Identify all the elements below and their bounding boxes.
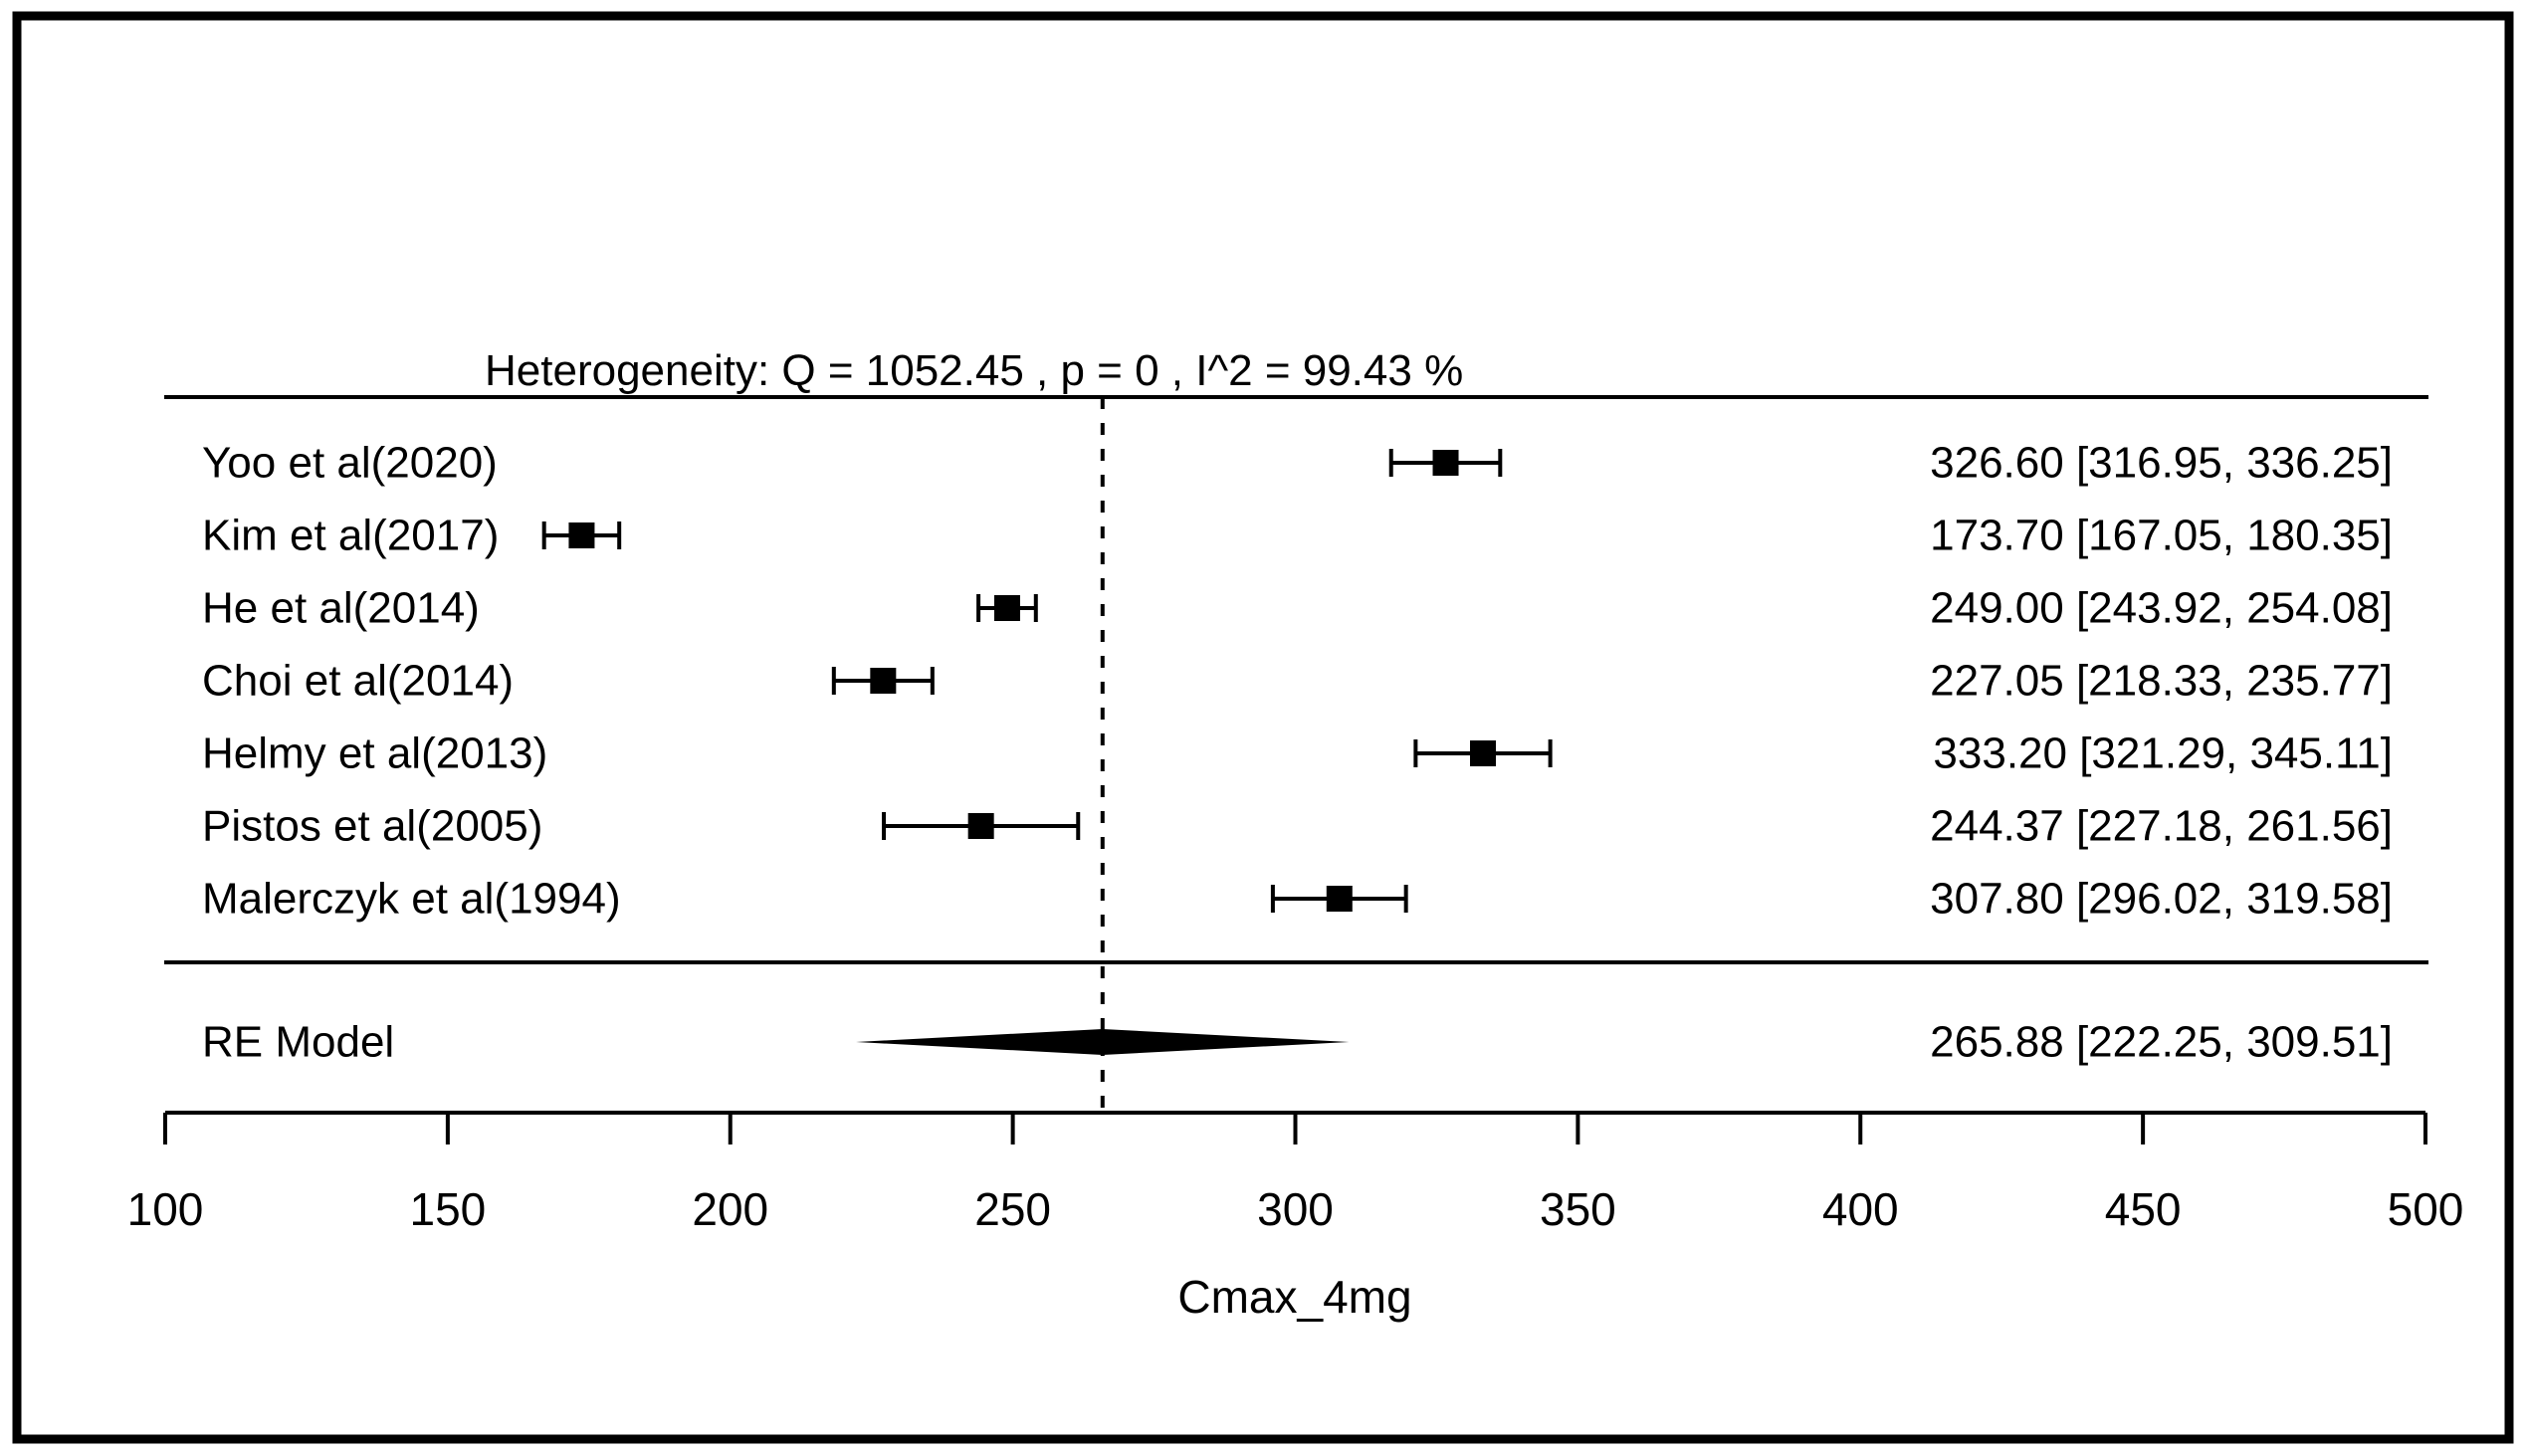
point-estimate-marker: [1469, 740, 1496, 766]
point-estimate-marker: [1326, 886, 1353, 912]
estimate-ci-annotation: 307.80 [296.02, 319.58]: [1930, 875, 2393, 924]
estimate-ci-annotation: 227.05 [218.33, 235.77]: [1930, 657, 2393, 706]
summary-label: RE Model: [202, 1018, 394, 1067]
study-row: Yoo et al(2020) 326.60 [316.95, 336.25]: [202, 439, 2393, 488]
heterogeneity-text: Heterogeneity: Q = 1052.45 , p = 0 , I^2…: [485, 346, 1463, 395]
x-axis-tick-label: 350: [1540, 1183, 1616, 1235]
study-label: Helmy et al(2013): [202, 729, 547, 778]
study-label: He et al(2014): [202, 584, 480, 633]
x-axis-tick-label: 500: [2388, 1183, 2464, 1235]
point-estimate-marker: [568, 522, 595, 548]
estimate-ci-annotation: 326.60 [316.95, 336.25]: [1930, 439, 2393, 488]
summary-row-group: RE Model 265.88 [222.25, 309.51]: [202, 1018, 2393, 1067]
study-row: Pistos et al(2005) 244.37 [227.18, 261.56…: [202, 802, 2393, 851]
figure-border: [12, 11, 2514, 1444]
summary-ci-annotation: 265.88 [222.25, 309.51]: [1930, 1018, 2393, 1067]
x-axis-tick-label: 250: [974, 1183, 1051, 1235]
x-axis-group: 100 150 200 250 300 350 400 450 500: [127, 1111, 2464, 1235]
summary-diamond: [856, 1029, 1350, 1055]
x-axis-tick-label: 150: [410, 1183, 487, 1235]
study-row: He et al(2014) 249.00 [243.92, 254.08]: [202, 584, 2393, 633]
study-label: Kim et al(2017): [202, 512, 499, 560]
x-axis-tick-label: 300: [1257, 1183, 1334, 1235]
study-rows-group: Yoo et al(2020) 326.60 [316.95, 336.25] Ki…: [202, 439, 2393, 924]
study-row: Choi et al(2014) 227.05 [218.33, 235.77]: [202, 657, 2393, 706]
study-label: Choi et al(2014): [202, 657, 514, 706]
study-label: Pistos et al(2005): [202, 802, 542, 851]
estimate-ci-annotation: 333.20 [321.29, 345.11]: [1933, 729, 2393, 778]
x-axis-tick-label: 400: [1822, 1183, 1899, 1235]
point-estimate-marker: [1432, 450, 1459, 476]
study-row: Helmy et al(2013) 333.20 [321.29, 345.11]: [202, 729, 2393, 778]
x-axis-tick-label: 450: [2105, 1183, 2182, 1235]
x-axis-title: Cmax_4mg: [1177, 1271, 1411, 1323]
point-estimate-marker: [967, 813, 994, 839]
point-estimate-marker: [993, 595, 1020, 621]
estimate-ci-annotation: 249.00 [243.92, 254.08]: [1930, 584, 2393, 633]
point-estimate-marker: [870, 668, 897, 694]
study-label: Malerczyk et al(1994): [202, 875, 621, 924]
study-row: Malerczyk et al(1994) 307.80 [296.02, 319…: [202, 875, 2393, 924]
study-label: Yoo et al(2020): [202, 439, 498, 488]
x-axis-tick-label: 100: [127, 1183, 204, 1235]
study-row: Kim et al(2017) 173.70 [167.05, 180.35]: [202, 512, 2393, 560]
x-axis-tick-label: 200: [692, 1183, 768, 1235]
estimate-ci-annotation: 173.70 [167.05, 180.35]: [1930, 512, 2393, 560]
estimate-ci-annotation: 244.37 [227.18, 261.56]: [1930, 802, 2393, 851]
